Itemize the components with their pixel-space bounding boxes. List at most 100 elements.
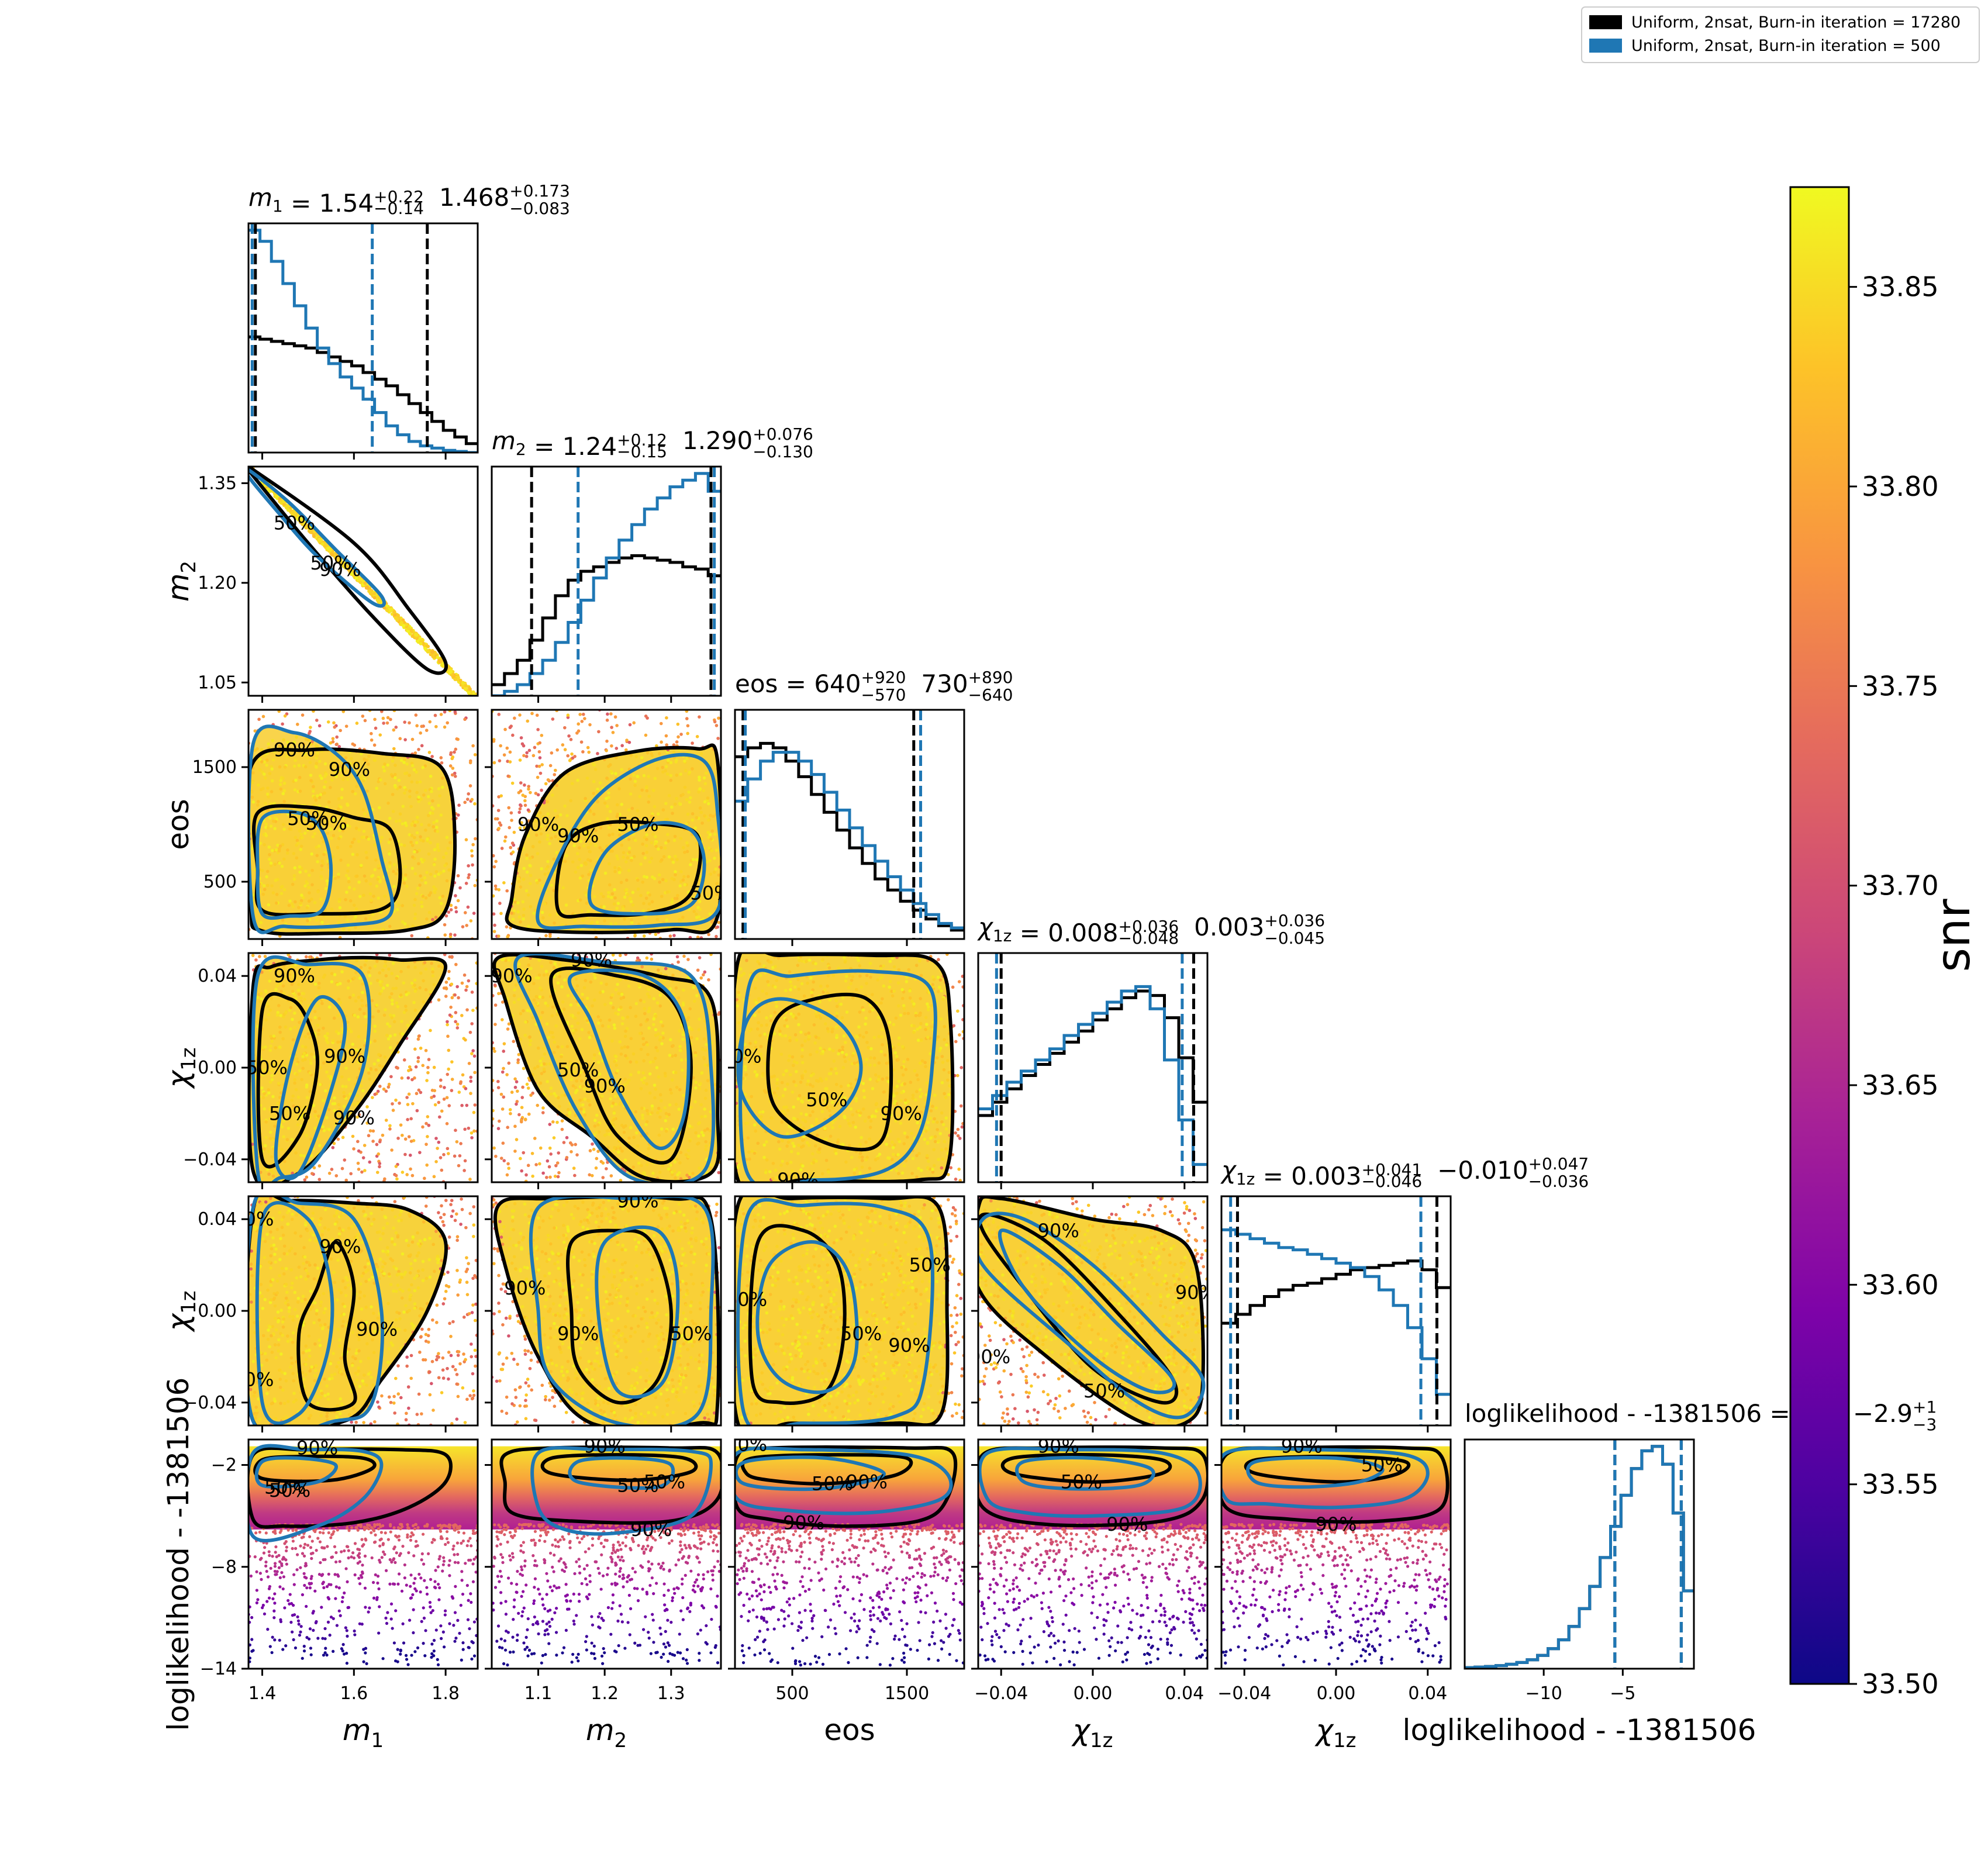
scatter-point bbox=[388, 1124, 392, 1128]
scatter-point bbox=[548, 1146, 552, 1150]
scatter-point bbox=[592, 792, 596, 795]
scatter-point bbox=[463, 800, 467, 805]
scatter-point bbox=[861, 1082, 865, 1085]
scatter-point bbox=[582, 1110, 586, 1114]
scatter-point bbox=[668, 1054, 672, 1057]
scatter-point bbox=[368, 1160, 372, 1164]
scatter-point bbox=[409, 1167, 412, 1171]
scatter-point bbox=[303, 1045, 308, 1049]
scatter-point bbox=[503, 727, 507, 731]
scatter-point bbox=[843, 1059, 847, 1064]
scatter-point bbox=[688, 1007, 692, 1011]
scatter-point bbox=[377, 864, 381, 868]
scatter-point bbox=[337, 1103, 341, 1107]
contour-b90 bbox=[251, 955, 371, 1182]
panel-m2-vs-m1: 50%50%90%1.051.201.35 bbox=[198, 465, 479, 703]
scatter-point bbox=[463, 1159, 467, 1163]
scatter-point bbox=[370, 899, 373, 902]
scatter-point bbox=[855, 956, 860, 960]
scatter-point bbox=[914, 964, 919, 967]
scatter-point bbox=[395, 976, 399, 980]
scatter-point bbox=[291, 905, 295, 909]
scatter-point bbox=[437, 848, 441, 852]
scatter-point bbox=[897, 1042, 900, 1046]
scatter-point bbox=[688, 771, 692, 774]
scatter-point bbox=[796, 1152, 800, 1155]
scatter-point bbox=[390, 972, 394, 975]
scatter-point bbox=[561, 886, 565, 890]
scatter-point bbox=[293, 1026, 296, 1029]
scatter-point bbox=[341, 829, 345, 833]
scatter-point bbox=[373, 868, 377, 872]
scatter-point bbox=[534, 1001, 538, 1005]
scatter-point bbox=[351, 993, 356, 997]
scatter-point bbox=[580, 1028, 584, 1031]
scatter-point bbox=[423, 876, 427, 880]
scatter-point bbox=[405, 762, 409, 766]
scatter-point bbox=[438, 1115, 441, 1119]
scatter-point bbox=[554, 835, 557, 838]
scatter-point bbox=[759, 1052, 763, 1056]
scatter-point bbox=[586, 836, 589, 839]
scatter-point bbox=[337, 872, 340, 876]
scatter-point bbox=[295, 1072, 299, 1076]
scatter-point bbox=[640, 756, 644, 760]
scatter-point bbox=[793, 1173, 797, 1176]
scatter-point bbox=[338, 982, 342, 986]
scatter-point bbox=[679, 1058, 684, 1062]
scatter-point bbox=[448, 933, 453, 936]
scatter-point bbox=[394, 1173, 398, 1178]
scatter-point bbox=[359, 864, 363, 867]
scatter-point bbox=[571, 860, 575, 864]
scatter-point bbox=[780, 1120, 784, 1124]
scatter-point bbox=[373, 843, 377, 847]
scatter-point bbox=[511, 917, 515, 921]
scatter-point bbox=[605, 718, 609, 722]
scatter-point bbox=[417, 1034, 421, 1038]
scatter-point bbox=[282, 1119, 286, 1123]
scatter-point bbox=[339, 1000, 342, 1004]
scatter-point bbox=[293, 788, 297, 792]
scatter-point bbox=[317, 724, 322, 728]
scatter-point bbox=[707, 978, 710, 982]
scatter-point bbox=[510, 781, 515, 785]
scatter-point bbox=[446, 1034, 450, 1038]
scatter-point bbox=[382, 1087, 386, 1091]
scatter-point bbox=[409, 1140, 413, 1143]
scatter-point bbox=[368, 1077, 372, 1081]
scatter-point bbox=[315, 854, 319, 857]
scatter-point bbox=[843, 1041, 847, 1044]
scatter-point bbox=[691, 767, 694, 771]
scatter-point bbox=[319, 793, 323, 796]
scatter-point bbox=[526, 1009, 530, 1012]
scatter-point bbox=[651, 1059, 655, 1064]
scatter-point bbox=[924, 1093, 928, 1097]
scatter-point bbox=[832, 1059, 836, 1063]
scatter-point bbox=[607, 795, 610, 799]
scatter-point bbox=[301, 713, 305, 717]
scatter-point bbox=[630, 920, 634, 924]
scatter-point bbox=[468, 1030, 472, 1034]
scatter-point bbox=[254, 958, 258, 962]
scatter-point bbox=[639, 1087, 643, 1090]
scatter-point bbox=[386, 763, 390, 767]
scatter-point bbox=[654, 1088, 658, 1091]
scatter-point bbox=[316, 794, 319, 798]
scatter-point bbox=[522, 867, 526, 871]
scatter-point bbox=[251, 771, 255, 775]
scatter-point bbox=[651, 832, 655, 836]
scatter-point bbox=[660, 858, 664, 862]
scatter-point bbox=[608, 810, 612, 813]
scatter-point bbox=[471, 744, 475, 748]
scatter-point bbox=[638, 795, 642, 799]
scatter-point bbox=[737, 976, 740, 980]
scatter-point bbox=[326, 1032, 329, 1035]
scatter-point bbox=[644, 714, 648, 718]
scatter-point bbox=[609, 922, 613, 926]
scatter-point bbox=[615, 756, 618, 760]
scatter-point bbox=[310, 979, 313, 983]
scatter-point bbox=[378, 1085, 382, 1088]
scatter-point bbox=[539, 811, 542, 815]
scatter-point bbox=[574, 1113, 578, 1117]
scatter-point bbox=[308, 955, 312, 959]
